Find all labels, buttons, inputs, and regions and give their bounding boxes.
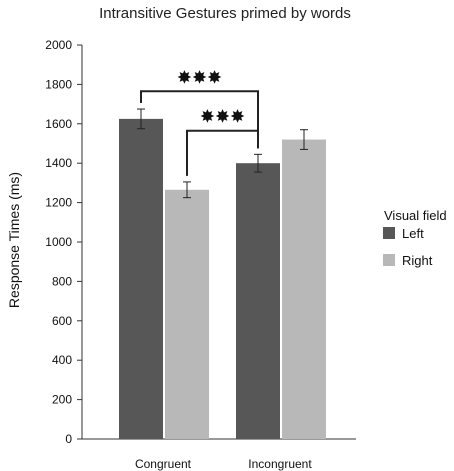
y-axis-label: Response Times (ms) [6,172,22,308]
y-tick-label: 800 [52,274,72,288]
y-tick-label: 1400 [45,156,72,170]
x-tick-label: Incongruent [248,457,312,471]
y-tick-label: 1000 [45,235,72,249]
legend-title: Visual field [384,208,447,223]
x-tick-label: Congruent [135,457,192,471]
bar-left-incongruent [236,163,280,439]
y-tick-label: 2000 [45,38,72,52]
y-tick-label: 1600 [45,117,72,131]
bar-left-congruent [119,118,163,439]
legend-swatch-right [383,254,395,266]
bar-right-congruent [165,189,209,439]
y-tick-label: 1200 [45,196,72,210]
legend-label-right: Right [402,253,433,268]
significance-bracket [186,129,259,176]
legend-swatch-left [383,227,395,239]
plot-area: 0 200 400 600 800 1000 1200 1400 1600 1800 2000 Con… [45,38,356,471]
bar-right-incongruent [282,139,326,439]
y-tick-label: 200 [52,393,72,407]
legend: Visual field Left Right [383,208,447,268]
y-tick-label: 400 [52,353,72,367]
significance-stars: ✸✸✸ [177,67,222,88]
significance-bracket [140,90,259,149]
y-tick-label: 1800 [45,77,72,91]
y-tick-label: 0 [65,432,72,446]
legend-label-left: Left [402,226,424,241]
y-tick-label: 600 [52,314,72,328]
chart-title: Intransitive Gestures primed by words [99,5,351,22]
significance-stars: ✸✸✸ [200,107,245,128]
